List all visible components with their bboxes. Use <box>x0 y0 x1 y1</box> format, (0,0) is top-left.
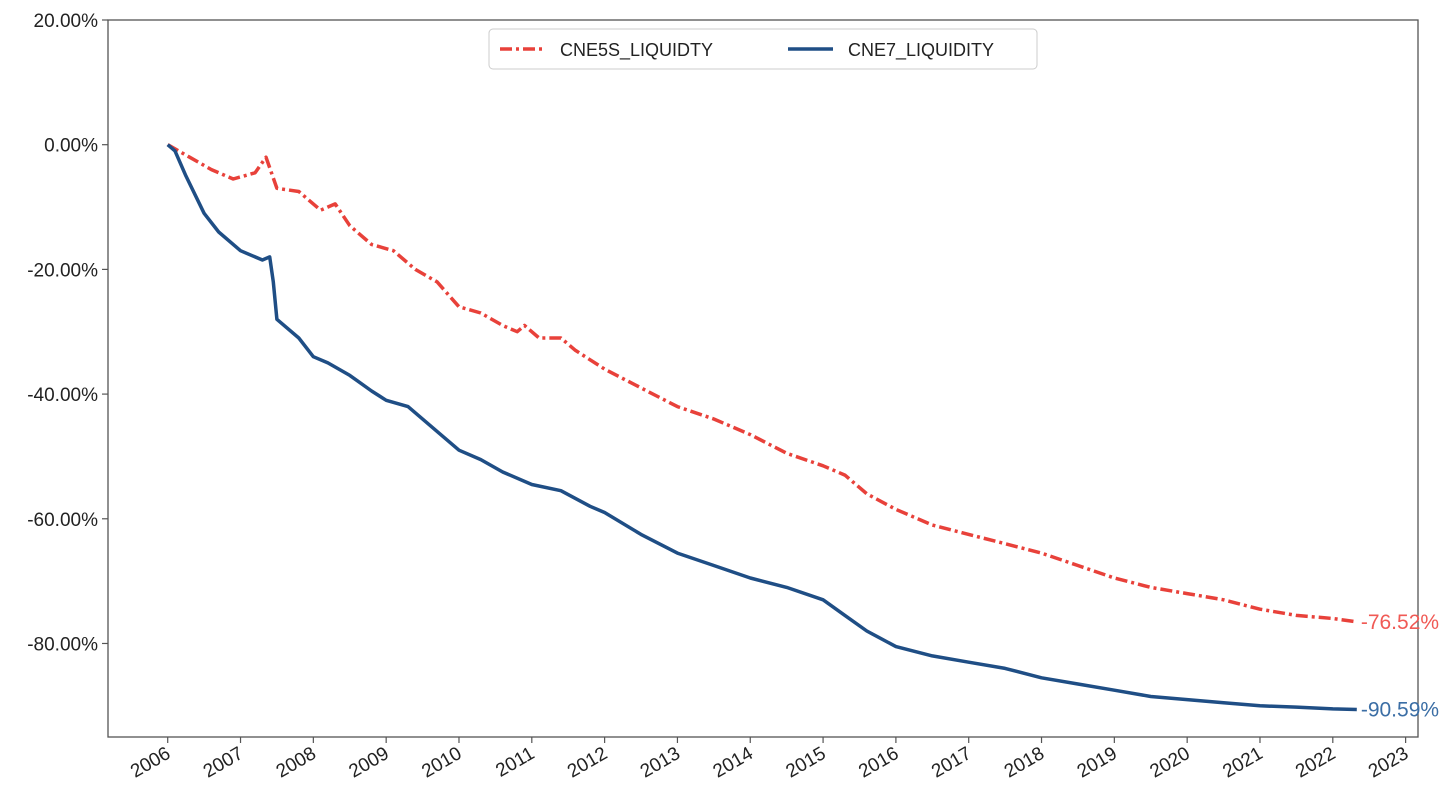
x-tick-label: 2015 <box>782 743 829 782</box>
end-value-label: -90.59% <box>1361 699 1439 722</box>
x-tick-label: 2010 <box>418 743 465 782</box>
x-tick-label: 2023 <box>1365 743 1412 782</box>
legend: CNE5S_LIQUIDTY CNE7_LIQUIDITY <box>488 28 1038 70</box>
y-tick-label: -20.00% <box>27 260 98 281</box>
x-tick-label: 2017 <box>928 743 975 782</box>
x-tick-label: 2014 <box>710 743 757 783</box>
x-tick-label: 2007 <box>200 743 247 782</box>
x-tick-label: 2012 <box>564 743 611 782</box>
y-tick-label: 0.00% <box>44 136 98 157</box>
y-tick-label: -60.00% <box>27 510 98 531</box>
series-line-cne7_liquidity <box>166 143 1357 712</box>
x-tick-label: 2006 <box>127 743 174 782</box>
x-tick-label: 2022 <box>1292 743 1339 782</box>
x-tick-label: 2019 <box>1074 743 1121 782</box>
y-tick-label: 20.00% <box>34 11 99 32</box>
plot-area <box>107 19 1419 738</box>
end-value-label: -76.52% <box>1361 611 1439 634</box>
y-tick-label: -40.00% <box>27 385 98 406</box>
x-tick-label: 2011 <box>492 743 538 782</box>
x-tick-label: 2016 <box>855 743 902 782</box>
x-tick-label: 2018 <box>1001 743 1048 782</box>
x-tick-label: 2020 <box>1147 743 1194 782</box>
y-tick-label: -80.00% <box>27 634 98 655</box>
x-tick-label: 2013 <box>637 743 684 782</box>
x-tick-label: 2009 <box>346 743 393 782</box>
x-tick-label: 2008 <box>273 743 320 782</box>
legend-label-cne7: CNE7_LIQUIDITY <box>848 40 994 61</box>
legend-label-cne5s: CNE5S_LIQUIDTY <box>560 40 713 61</box>
series-line-cne5s_liquidty <box>166 143 1358 624</box>
x-tick-label: 2021 <box>1219 743 1266 782</box>
